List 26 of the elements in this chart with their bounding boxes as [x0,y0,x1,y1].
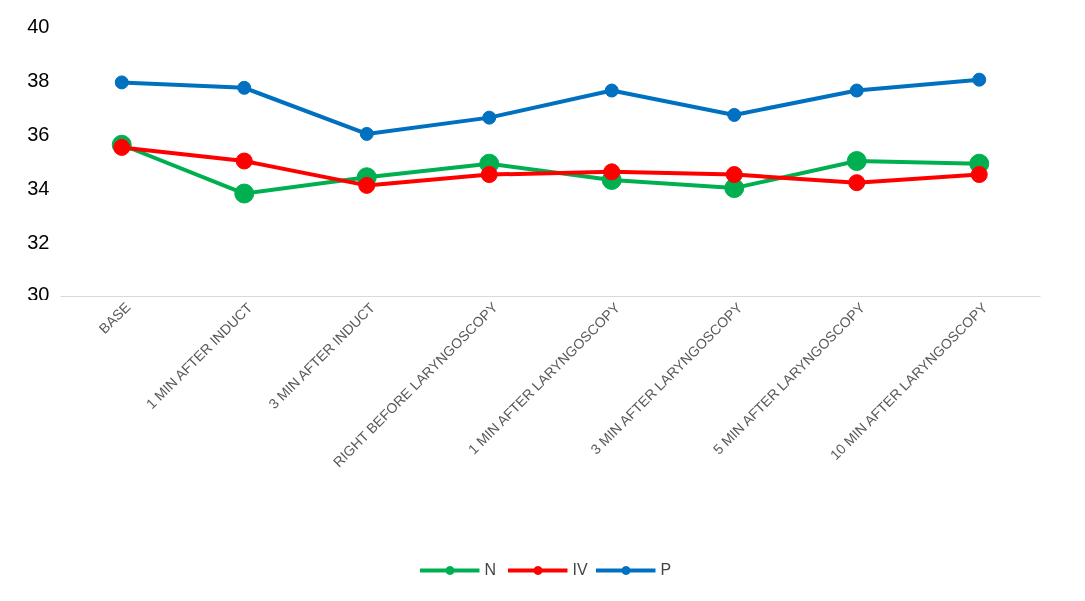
point [482,110,497,125]
point [725,166,743,184]
point [604,83,619,98]
legend-label: IV [572,561,589,579]
point [237,80,252,95]
y-tick-label: 32 [27,231,50,254]
legend-label: N [484,561,498,579]
point [358,176,376,194]
y-tick-label: 38 [27,68,50,91]
point [114,75,129,90]
y-tick-label: 36 [27,122,50,145]
y-tick-label: 34 [27,177,50,200]
y-tick-label: 30 [27,282,50,305]
point [972,72,987,87]
legend-label: P [660,561,673,579]
point [727,107,742,122]
point [846,151,867,171]
point [480,166,498,184]
point [235,152,253,170]
point [849,83,864,98]
point [848,174,866,192]
y-tick-label: 40 [27,14,50,37]
point [234,183,255,204]
point [359,126,374,141]
point [970,166,988,184]
point [603,163,621,181]
